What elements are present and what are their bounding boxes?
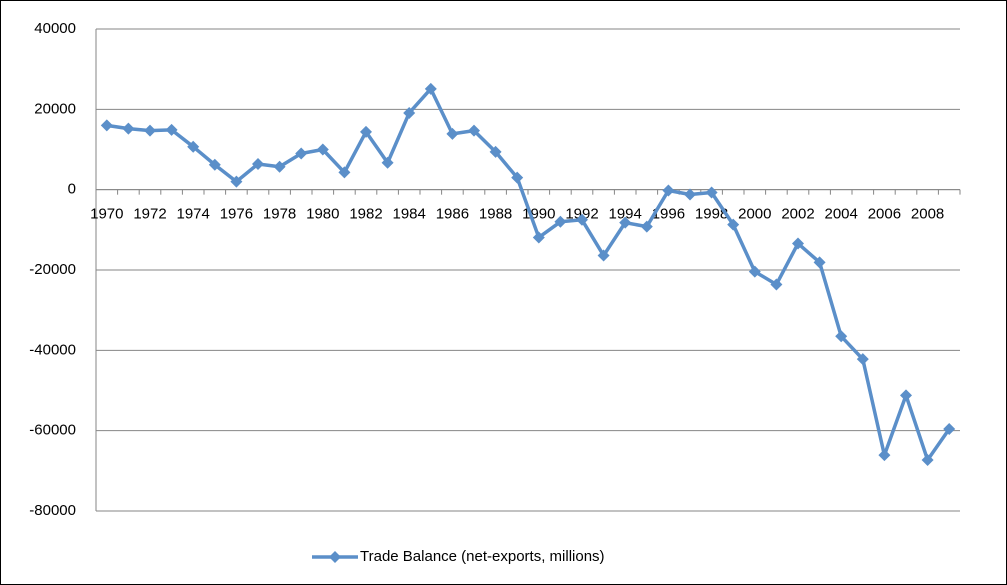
x-tick-label: 1996: [652, 206, 685, 223]
y-tick-label: -20000: [29, 261, 76, 278]
data-point: [576, 213, 588, 226]
data-point: [273, 160, 286, 173]
data-point: [813, 256, 826, 269]
data-point: [684, 188, 696, 201]
x-tick-label: 1998: [695, 206, 728, 223]
y-tick-label: -40000: [29, 341, 76, 358]
data-point: [662, 184, 675, 197]
data-point: [424, 82, 437, 95]
data-point: [748, 265, 761, 278]
x-tick-label: 1980: [306, 206, 339, 223]
x-tick-label: 1988: [479, 206, 512, 223]
data-point: [360, 125, 372, 138]
data-point: [187, 140, 200, 153]
x-tick-label: 1974: [177, 206, 210, 223]
x-tick-label: 2008: [911, 206, 944, 223]
x-tick-label: 1976: [220, 206, 253, 223]
y-tick-label: -60000: [29, 422, 76, 439]
data-point: [100, 119, 113, 132]
data-point: [165, 123, 178, 136]
x-tick-label: 1972: [133, 206, 166, 223]
x-tick-label: 1986: [436, 206, 469, 223]
x-tick-label: 1984: [393, 206, 426, 223]
data-point: [900, 389, 912, 402]
x-tick-label: 1970: [90, 206, 123, 223]
series-line: [106, 87, 951, 462]
data-point: [381, 156, 394, 169]
data-point: [727, 218, 740, 231]
y-tick-label: 20000: [34, 100, 76, 117]
data-point: [619, 216, 632, 229]
x-tick-label: 2000: [738, 206, 771, 223]
data-point: [835, 330, 848, 343]
x-tick-label: 1994: [609, 206, 642, 223]
x-tick-label: 2006: [868, 206, 901, 223]
data-point: [921, 453, 934, 466]
data-point: [230, 175, 243, 188]
data-point: [554, 215, 567, 228]
data-point: [338, 166, 351, 179]
data-point: [446, 127, 459, 140]
data-point: [468, 124, 480, 137]
data-point: [878, 449, 891, 462]
x-tick-label: 2004: [825, 206, 858, 223]
data-point: [792, 237, 804, 250]
data-point: [770, 278, 783, 291]
y-tick-label: -80000: [29, 502, 76, 519]
x-tick-label: 2002: [781, 206, 814, 223]
data-point: [856, 353, 869, 366]
data-point: [532, 231, 545, 244]
data-point: [122, 122, 135, 135]
data-point: [403, 106, 416, 119]
data-point: [208, 158, 221, 171]
y-tick-label: 0: [68, 181, 76, 198]
data-point: [705, 186, 718, 199]
data-point: [943, 423, 956, 436]
x-tick-label: 1978: [263, 206, 296, 223]
data-point: [295, 147, 308, 160]
y-tick-label: 40000: [34, 20, 76, 37]
legend-label: Trade Balance (net-exports, millions): [360, 548, 605, 565]
data-point: [252, 157, 264, 170]
data-point: [489, 145, 502, 158]
data-point: [597, 249, 610, 262]
legend-marker: [329, 551, 341, 563]
x-tick-label: 1982: [349, 206, 382, 223]
data-point: [144, 124, 156, 137]
data-point: [316, 143, 329, 156]
data-point: [511, 171, 524, 184]
data-point: [640, 220, 653, 233]
